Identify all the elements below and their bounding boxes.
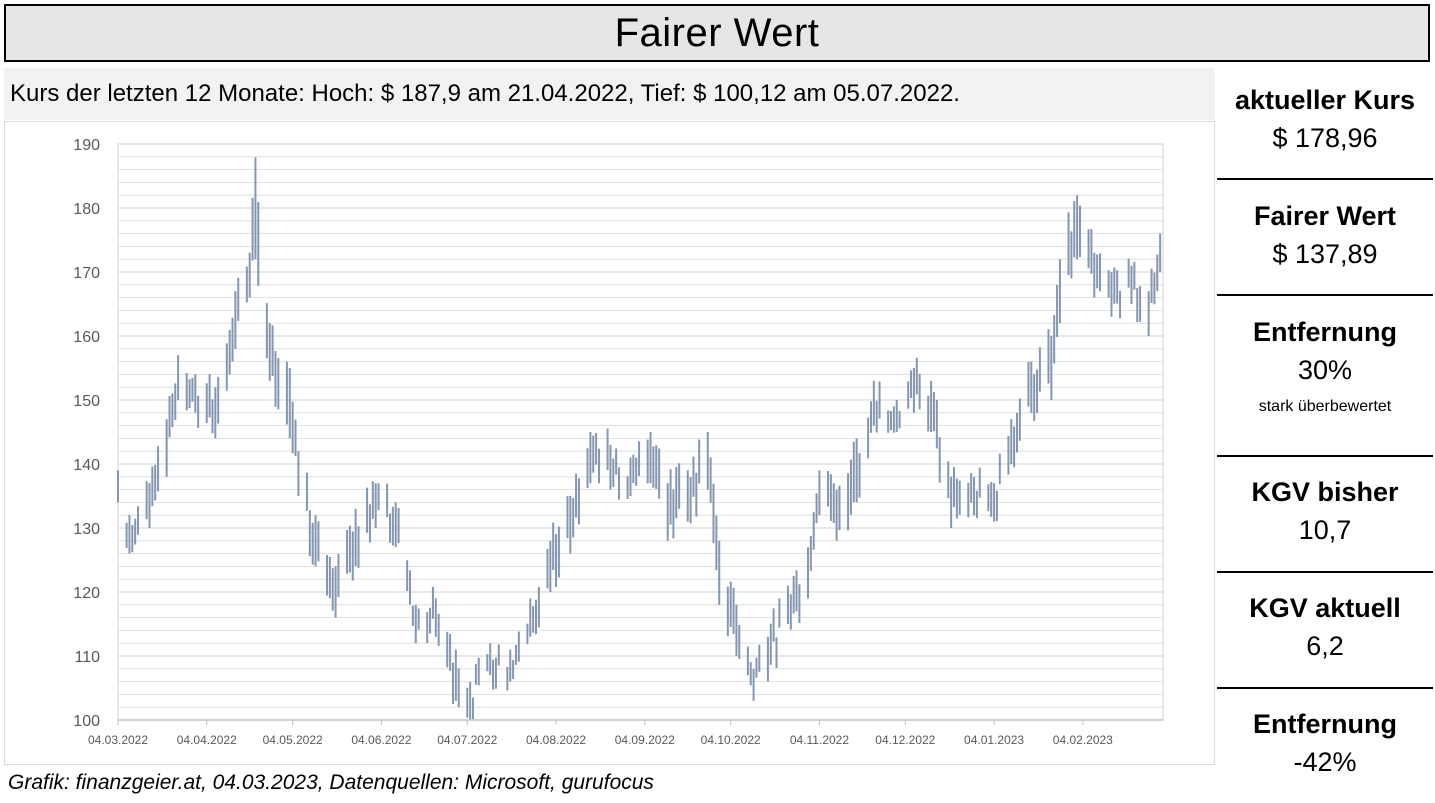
x-tick-label: 04.08.2022 [526, 733, 586, 747]
metric-distance-value: 30% [1297, 355, 1353, 385]
metric-pe-current-value: 6,2 [1306, 631, 1344, 661]
x-tick-label: 04.12.2022 [875, 733, 935, 747]
y-tick-label: 170 [73, 265, 100, 282]
x-tick-label: 04.02.2023 [1053, 733, 1113, 747]
x-tick-label: 04.10.2022 [701, 733, 761, 747]
metric-separator [1217, 571, 1433, 573]
metric-distance-label: Entfernung [1253, 317, 1397, 347]
x-tick-label: 04.11.2022 [790, 733, 849, 747]
metric-distance-note: stark überbewertet [1258, 398, 1392, 415]
x-tick-label: 04.03.2022 [88, 733, 148, 747]
x-tick-label: 04.09.2022 [615, 733, 675, 747]
x-tick-label: 04.05.2022 [263, 733, 323, 747]
y-tick-label: 110 [74, 649, 100, 666]
metric-fair-value-value: $ 137,89 [1272, 239, 1378, 269]
y-tick-label: 150 [73, 393, 100, 410]
source-caption: Grafik: finanzgeier.at, 04.03.2023, Date… [8, 771, 654, 794]
price-chart-svg: 100 110 120 130 140 150 160 170 180 190 04.03.2022… [73, 137, 1164, 747]
metric-pe-distance-value: -42% [1293, 747, 1357, 777]
metric-current-price-value: $ 178,96 [1272, 123, 1378, 153]
metric-distance: Entfernung 30% stark überbewertet [1217, 314, 1433, 418]
metric-pe-trailing-label: KGV bisher [1251, 477, 1399, 507]
page-title: Fairer Wert [4, 4, 1430, 62]
y-tick-label: 160 [73, 329, 100, 346]
x-tick-label: 04.06.2022 [351, 733, 411, 747]
price-chart: 100 110 120 130 140 150 160 170 180 190 04.03.2022… [4, 121, 1215, 765]
metrics-panel: aktueller Kurs $ 178,96 Fairer Wert $ 13… [1217, 64, 1433, 803]
metric-separator [1217, 687, 1433, 689]
metric-pe-current-label: KGV aktuell [1249, 593, 1401, 623]
metric-fair-value-label: Fairer Wert [1253, 201, 1397, 231]
x-tick-label: 04.01.2023 [964, 733, 1024, 747]
metric-current-price: aktueller Kurs $ 178,96 [1217, 82, 1433, 158]
metric-pe-distance-label: Entfernung [1253, 709, 1397, 739]
metric-pe-trailing: KGV bisher 10,7 [1217, 474, 1433, 550]
metric-separator [1217, 178, 1433, 180]
metric-fair-value: Fairer Wert $ 137,89 [1217, 198, 1433, 274]
y-tick-label: 120 [73, 585, 100, 602]
x-tick-label: 04.04.2022 [177, 733, 237, 747]
y-tick-label: 190 [73, 137, 100, 154]
metric-current-price-label: aktueller Kurs [1234, 85, 1416, 115]
metric-separator [1217, 294, 1433, 296]
price-range-summary: Kurs der letzten 12 Monate: Hoch: $ 187,… [4, 68, 1215, 120]
y-tick-label: 180 [73, 201, 100, 218]
metric-pe-distance: Entfernung -42% [1217, 706, 1433, 782]
metric-pe-trailing-value: 10,7 [1298, 515, 1352, 545]
x-tick-label: 04.07.2022 [437, 733, 497, 747]
y-tick-label: 140 [73, 457, 100, 474]
plot-area [117, 143, 1164, 721]
y-tick-label: 100 [73, 713, 100, 730]
y-tick-label: 130 [73, 521, 100, 538]
metric-separator [1217, 455, 1433, 457]
metric-pe-current: KGV aktuell 6,2 [1217, 590, 1433, 666]
